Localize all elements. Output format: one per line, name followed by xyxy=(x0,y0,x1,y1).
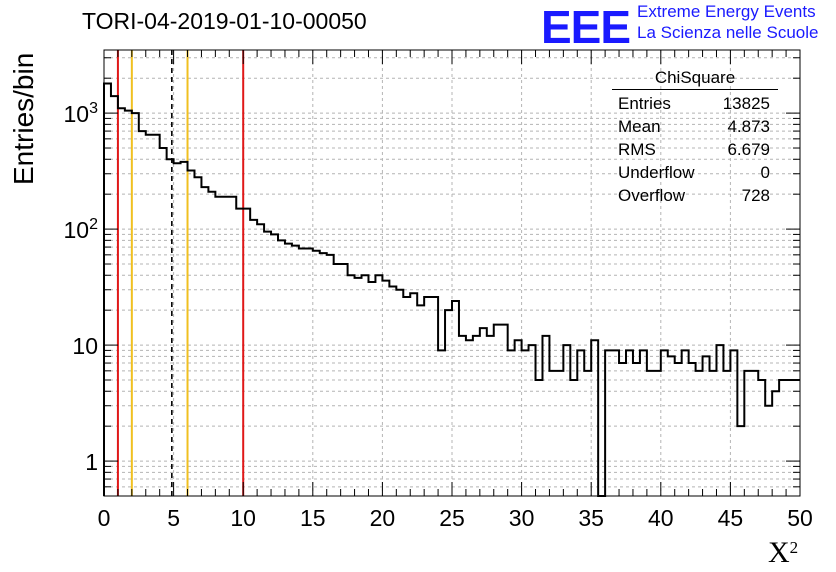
stats-value: 0 xyxy=(760,163,770,182)
logo-line-2: La Scienza nelle Scuole xyxy=(637,23,819,42)
y-tick-label: 10 xyxy=(72,333,98,359)
x-tick-label: 20 xyxy=(370,505,396,531)
stats-label: Underflow xyxy=(618,163,695,182)
x-tick-label: 15 xyxy=(300,505,326,531)
x-tick-label: 40 xyxy=(648,505,674,531)
stats-row-rms: RMS 6.679 xyxy=(612,138,778,161)
x-tick-label: 25 xyxy=(439,505,465,531)
stats-row-underflow: Underflow 0 xyxy=(612,161,778,184)
x-tick-label: 5 xyxy=(167,505,180,531)
stats-value: 13825 xyxy=(722,94,770,113)
eee-logo-mark: EEE xyxy=(541,1,631,53)
y-axis-label: Entries/bin xyxy=(8,52,39,185)
y-tick-label-exponent: 3 xyxy=(89,100,98,117)
stats-row-mean: Mean 4.873 xyxy=(612,115,778,138)
x-axis-label-superscript: 2 xyxy=(789,538,799,557)
chart-title: TORI-04-2019-01-10-00050 xyxy=(82,8,367,34)
y-tick-label-base: 10 xyxy=(64,101,90,127)
histogram-series xyxy=(103,82,800,497)
x-axis-label: X2 xyxy=(768,536,798,570)
x-tick-label: 35 xyxy=(578,505,604,531)
stats-label: Entries xyxy=(618,94,671,113)
stats-box-title: ChiSquare xyxy=(612,68,778,90)
stats-row-entries: Entries 13825 xyxy=(612,92,778,115)
y-tick-label-exponent: 2 xyxy=(89,216,98,233)
y-tick-label: 103 xyxy=(64,100,99,127)
x-axis-label-base: X xyxy=(768,536,790,569)
stats-label: Mean xyxy=(618,117,661,136)
x-tick-label: 10 xyxy=(230,505,256,531)
stats-box: ChiSquare Entries 13825 Mean 4.873 RMS 6… xyxy=(612,68,778,207)
stats-value: 4.873 xyxy=(727,117,770,136)
stats-value: 6.679 xyxy=(727,140,770,159)
stats-label: RMS xyxy=(618,140,656,159)
x-tick-label: 50 xyxy=(787,505,813,531)
y-tick-label-base: 10 xyxy=(64,217,90,243)
x-tick-label: 45 xyxy=(718,505,744,531)
x-tick-label: 30 xyxy=(509,505,535,531)
stats-label: Overflow xyxy=(618,186,686,205)
y-tick-label: 1 xyxy=(85,449,98,475)
stats-row-overflow: Overflow 728 xyxy=(612,184,778,207)
logo-line-1: Extreme Energy Events xyxy=(637,2,816,21)
x-tick-label: 0 xyxy=(98,505,111,531)
stats-value: 728 xyxy=(741,186,770,205)
y-tick-label: 102 xyxy=(64,216,99,243)
